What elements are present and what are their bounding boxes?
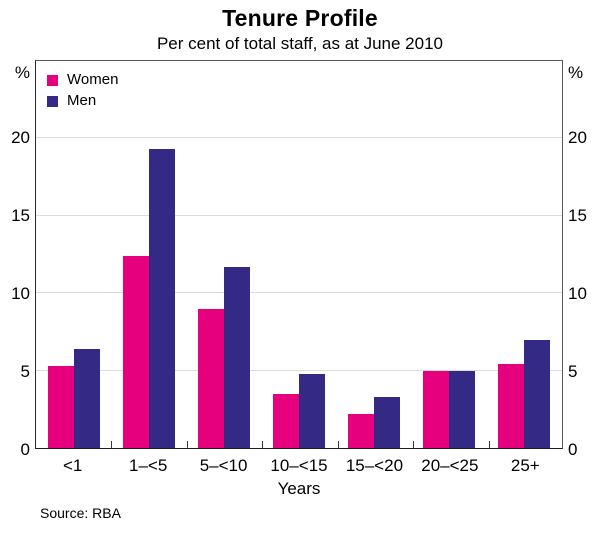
chart-title: Tenure Profile xyxy=(222,5,378,31)
legend-label: Women xyxy=(67,71,119,88)
y-axis-label-right-15: 15 xyxy=(568,206,587,226)
y-axis-label-left-0: 0 xyxy=(20,439,30,459)
x-axis-tick xyxy=(111,441,112,448)
y-axis-label-left-15: 15 xyxy=(11,206,30,226)
plot-area: Women Men xyxy=(35,60,563,449)
bar-women-1–<5 xyxy=(122,256,149,448)
bar-women-25+ xyxy=(498,364,525,448)
x-axis-tick xyxy=(262,441,263,448)
chart-subtitle: Per cent of total staff, as at June 2010 xyxy=(156,34,444,53)
gridline-15 xyxy=(36,214,562,216)
bar-women-15–<20 xyxy=(348,413,375,448)
legend-swatch-icon xyxy=(47,95,58,107)
x-axis-label-25+: 25+ xyxy=(510,456,540,475)
y-axis-label-right-0: 0 xyxy=(568,439,578,459)
bar-women-<1 xyxy=(47,365,74,448)
y-axis-label-left-5: 5 xyxy=(20,361,30,381)
source-note: Source: RBA xyxy=(40,505,121,521)
gridline-20 xyxy=(36,137,562,139)
bar-group-15–<20 xyxy=(337,61,412,448)
legend-item-men: Men xyxy=(47,93,118,109)
y-axis-label-right-20: 20 xyxy=(568,128,587,148)
bar-group-5–<10 xyxy=(186,61,261,448)
y-axis-label-left-20: 20 xyxy=(11,128,30,148)
gridline-10 xyxy=(36,292,562,294)
legend: Women Men xyxy=(47,72,118,114)
x-axis-label-5–<10: 5–<10 xyxy=(199,456,248,475)
y-axis-unit-right: % xyxy=(568,63,584,82)
x-axis-title: Years xyxy=(277,479,321,498)
legend-item-women: Women xyxy=(47,72,118,88)
bar-men-25+ xyxy=(524,339,551,448)
x-axis-tick xyxy=(338,441,339,448)
bar-men-<1 xyxy=(73,348,100,448)
x-axis-label-15–<20: 15–<20 xyxy=(345,456,404,475)
bar-women-5–<10 xyxy=(197,308,224,448)
bar-men-20–<25 xyxy=(449,370,476,448)
bar-women-20–<25 xyxy=(423,370,450,448)
bar-group-25+ xyxy=(487,61,562,448)
x-axis-tick xyxy=(489,441,490,448)
bar-men-10–<15 xyxy=(298,373,325,448)
x-axis-tick xyxy=(187,441,188,448)
bar-groups xyxy=(36,61,562,448)
y-axis-label-right-5: 5 xyxy=(568,361,578,381)
y-axis-unit-left: % xyxy=(14,63,30,82)
bar-women-10–<15 xyxy=(272,393,299,448)
bar-men-15–<20 xyxy=(374,396,401,448)
bar-men-1–<5 xyxy=(148,149,175,448)
bar-men-5–<10 xyxy=(223,266,250,448)
x-axis-tick xyxy=(413,441,414,448)
legend-swatch-icon xyxy=(47,74,58,86)
x-axis-label-20–<25: 20–<25 xyxy=(421,456,479,475)
bar-group-10–<15 xyxy=(261,61,336,448)
x-axis-label-10–<15: 10–<15 xyxy=(270,456,328,475)
bar-group-<1 xyxy=(36,61,111,448)
bar-group-1–<5 xyxy=(111,61,186,448)
gridline-5 xyxy=(36,369,562,371)
legend-label: Men xyxy=(67,92,97,109)
bar-group-20–<25 xyxy=(412,61,487,448)
x-axis-label-<1: <1 xyxy=(63,456,83,475)
x-axis-label-1–<5: 1–<5 xyxy=(128,456,168,475)
y-axis-label-right-10: 10 xyxy=(568,283,587,303)
y-axis-label-left-10: 10 xyxy=(11,283,30,303)
